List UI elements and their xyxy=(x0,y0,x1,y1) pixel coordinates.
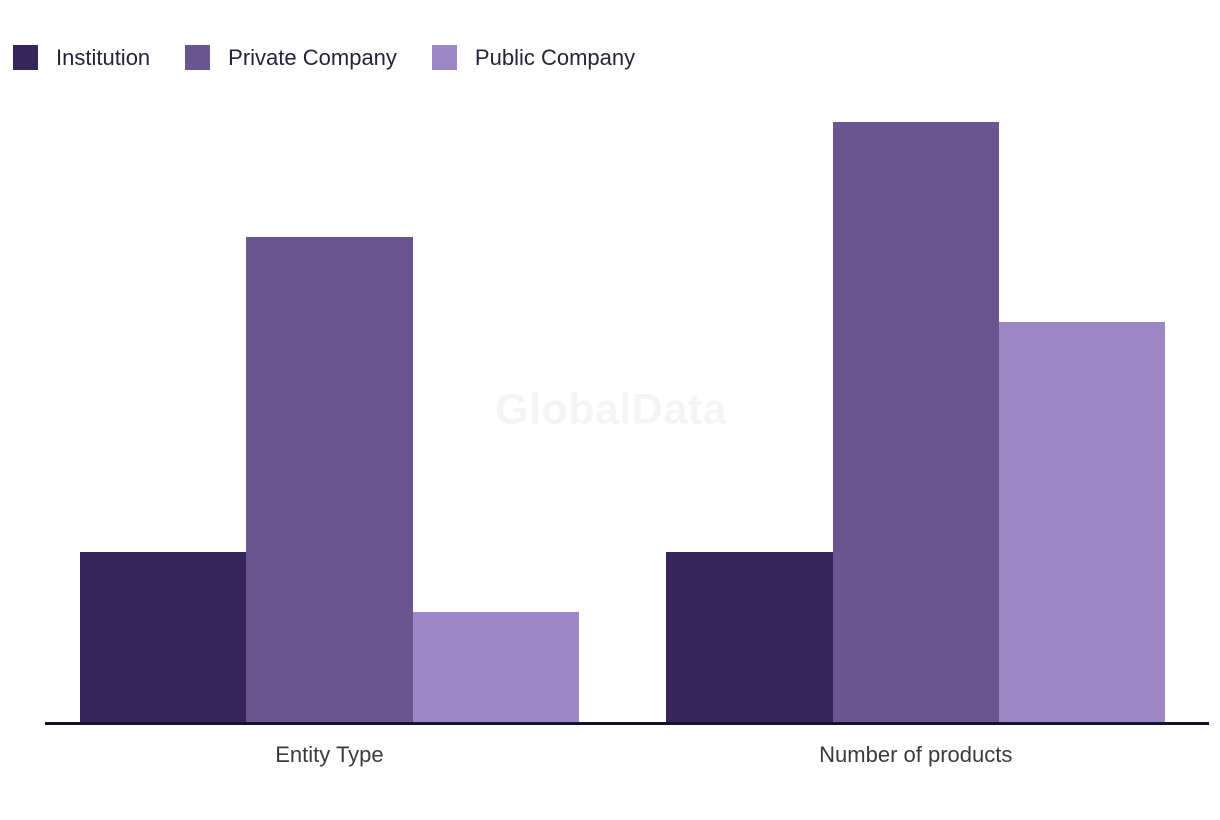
legend-swatch-institution xyxy=(13,45,38,70)
legend-item-private-company[interactable]: Private Company xyxy=(185,45,397,70)
bar-entity-type-private-company[interactable] xyxy=(246,237,413,722)
watermark: GlobalData xyxy=(495,385,727,434)
bar-number-of-products-private-company[interactable] xyxy=(832,122,999,722)
category-label-entity-type: Entity Type xyxy=(275,742,384,767)
legend-swatch-public-company xyxy=(431,45,457,70)
legend-label: Public Company xyxy=(474,45,636,70)
legend-item-public-company[interactable]: Public Company xyxy=(431,45,636,70)
legend-label: Private Company xyxy=(228,45,397,70)
legend: Institution Private Company Public Company xyxy=(13,45,635,70)
bar-number-of-products-institution[interactable] xyxy=(666,552,833,722)
bar-entity-type-institution[interactable] xyxy=(80,552,247,722)
bar-entity-type-public-company[interactable] xyxy=(412,612,579,722)
bar-number-of-products-public-company[interactable] xyxy=(998,322,1166,722)
x-axis-line xyxy=(45,722,1209,725)
legend-label: Institution xyxy=(56,45,151,70)
legend-swatch-private-company xyxy=(185,45,211,70)
category-label-number-of-products: Number of products xyxy=(819,742,1013,767)
legend-item-institution[interactable]: Institution xyxy=(13,45,150,70)
